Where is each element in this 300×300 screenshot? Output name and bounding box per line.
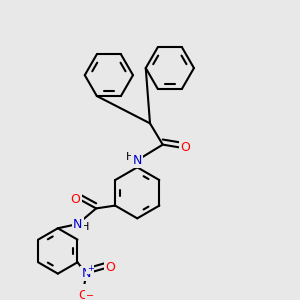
Text: +: +: [87, 264, 94, 273]
Text: N: N: [82, 267, 91, 280]
Text: −: −: [85, 291, 94, 300]
Text: O: O: [180, 141, 190, 154]
Text: N: N: [73, 218, 82, 230]
Text: N: N: [133, 154, 142, 167]
Text: O: O: [106, 262, 116, 275]
Text: H: H: [126, 152, 134, 162]
Text: H: H: [81, 222, 89, 233]
Text: O: O: [70, 194, 80, 206]
Text: O: O: [78, 289, 88, 300]
